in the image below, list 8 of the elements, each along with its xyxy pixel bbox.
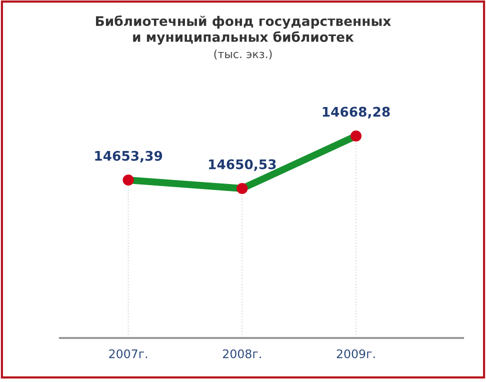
x-tick-label: 2008г. xyxy=(223,349,261,358)
chart-title: Библиотечный фонд государственных и муниципальных библиотек xyxy=(96,15,391,45)
chart-subtitle: (тыс. экз.) xyxy=(214,50,272,60)
data-label: 14668,28 xyxy=(322,106,390,118)
data-label: 14653,39 xyxy=(95,150,162,163)
data-label: 14650,53 xyxy=(209,159,276,171)
x-tick-label: 2009г. xyxy=(336,349,375,358)
x-tick-label: 2007г. xyxy=(109,349,148,358)
